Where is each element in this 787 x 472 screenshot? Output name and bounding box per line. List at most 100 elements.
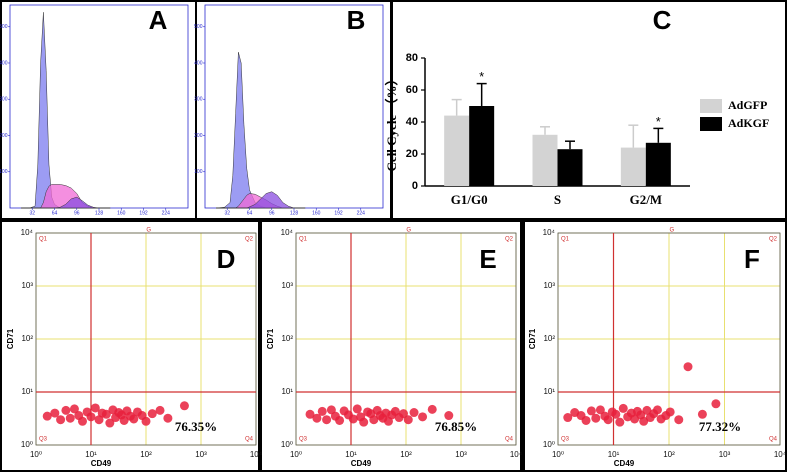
x-tick-label: 10³ bbox=[195, 450, 207, 459]
y-tick-label: 20 bbox=[406, 148, 418, 160]
event-dot bbox=[665, 407, 675, 417]
event-dot bbox=[312, 413, 322, 423]
event-dot bbox=[90, 403, 100, 413]
y-tick-label: 500 bbox=[194, 24, 203, 30]
x-tick-label: 10⁴ bbox=[250, 450, 263, 459]
x-tick-label: 10² bbox=[663, 450, 675, 459]
event-dot bbox=[163, 413, 173, 423]
gate-label: G bbox=[669, 228, 674, 234]
bar bbox=[469, 106, 495, 186]
x-tick-label: 64 bbox=[247, 210, 253, 216]
x-tick-label: 128 bbox=[290, 210, 299, 216]
event-dot bbox=[359, 417, 369, 427]
y-tick-label: 500 bbox=[0, 24, 8, 30]
panel-label: B bbox=[347, 5, 366, 35]
event-dot bbox=[369, 415, 379, 425]
y-tick-label: 200 bbox=[194, 133, 203, 139]
significance-mark: * bbox=[656, 114, 661, 129]
quadrant-label: Q3 bbox=[561, 437, 570, 443]
event-dot bbox=[711, 399, 721, 409]
event-dot bbox=[56, 415, 66, 425]
y-tick-label: 300 bbox=[0, 97, 8, 103]
legend-swatch bbox=[700, 117, 722, 131]
y-tick-label: 10² bbox=[281, 334, 293, 343]
x-tick-label: 32 bbox=[29, 210, 35, 216]
x-tick-label: 10⁴ bbox=[774, 450, 787, 459]
event-dot bbox=[61, 405, 71, 415]
x-tick-label: 32 bbox=[224, 210, 230, 216]
panel-label: C bbox=[653, 5, 672, 35]
event-dot bbox=[141, 416, 151, 426]
legend-label: AdKGF bbox=[728, 116, 769, 130]
y-tick-label: 10³ bbox=[21, 281, 33, 290]
event-dot bbox=[595, 405, 605, 415]
quadrant-label: Q1 bbox=[561, 237, 570, 243]
x-tick-label: 10² bbox=[400, 450, 412, 459]
event-dot bbox=[409, 408, 419, 418]
event-dot bbox=[563, 413, 573, 423]
event-dot bbox=[444, 411, 454, 421]
x-tick-label: 10³ bbox=[719, 450, 731, 459]
event-dot bbox=[586, 406, 596, 416]
y-tick-label: 10³ bbox=[281, 281, 293, 290]
event-dot bbox=[105, 418, 115, 428]
x-tick-label: 10² bbox=[140, 450, 152, 459]
plot-frame bbox=[35, 232, 257, 446]
y-tick-label: 100 bbox=[194, 169, 203, 175]
panel bbox=[197, 2, 390, 218]
x-tick-label: 10⁰ bbox=[552, 450, 564, 459]
plot-frame bbox=[295, 232, 517, 446]
y-tick-label: 10⁰ bbox=[21, 440, 33, 449]
event-dot bbox=[352, 404, 362, 414]
bar bbox=[620, 147, 646, 186]
x-tick-label: 160 bbox=[117, 210, 126, 216]
x-tick-label: 10³ bbox=[455, 450, 467, 459]
quadrant-percent: 76.35% bbox=[175, 419, 217, 434]
event-dot bbox=[581, 415, 591, 425]
histogram-area bbox=[21, 196, 111, 209]
panel-label: E bbox=[479, 244, 496, 274]
quadrant-percent: 77.32% bbox=[699, 419, 741, 434]
y-tick-label: 10¹ bbox=[281, 387, 293, 396]
panel bbox=[262, 222, 520, 470]
event-dot bbox=[618, 403, 628, 413]
event-dot bbox=[50, 408, 60, 418]
x-tick-label: 96 bbox=[269, 210, 275, 216]
panel-label: A bbox=[149, 5, 168, 35]
event-dot bbox=[147, 409, 157, 419]
y-tick-label: 10⁰ bbox=[543, 440, 555, 449]
y-axis-label: Cell Cycle （%） bbox=[384, 73, 399, 172]
quadrant-label: Q3 bbox=[39, 437, 48, 443]
event-dot bbox=[427, 404, 437, 414]
y-tick-label: 40 bbox=[406, 116, 418, 128]
y-tick-label: 10³ bbox=[543, 281, 555, 290]
event-dot bbox=[317, 406, 327, 416]
y-tick-label: 10⁴ bbox=[543, 228, 556, 237]
event-dot bbox=[591, 413, 601, 423]
event-dot bbox=[603, 415, 613, 425]
x-axis-label: CD49 bbox=[91, 459, 112, 468]
bar bbox=[444, 115, 470, 186]
event-dot bbox=[639, 416, 649, 426]
gate-label: G bbox=[406, 228, 411, 234]
event-dot bbox=[348, 414, 358, 424]
panel bbox=[525, 222, 785, 470]
x-tick-label: 10¹ bbox=[85, 450, 97, 459]
x-tick-label: 128 bbox=[95, 210, 104, 216]
x-tick-label: S bbox=[554, 192, 561, 207]
legend-swatch bbox=[700, 99, 722, 113]
y-axis-label: CD71 bbox=[266, 328, 275, 349]
y-tick-label: 400 bbox=[194, 60, 203, 66]
y-tick-label: 300 bbox=[194, 97, 203, 103]
y-tick-label: 100 bbox=[0, 169, 8, 175]
x-tick-label: 192 bbox=[139, 210, 148, 216]
event-dot bbox=[179, 401, 189, 411]
x-tick-label: 10⁰ bbox=[290, 450, 302, 459]
event-dot bbox=[642, 405, 652, 415]
x-axis-label: CD49 bbox=[351, 459, 372, 468]
event-dot bbox=[335, 415, 345, 425]
y-tick-label: 10⁴ bbox=[281, 228, 294, 237]
y-tick-label: 10¹ bbox=[21, 387, 33, 396]
x-tick-label: 224 bbox=[162, 210, 171, 216]
x-axis-label: CD49 bbox=[614, 459, 635, 468]
